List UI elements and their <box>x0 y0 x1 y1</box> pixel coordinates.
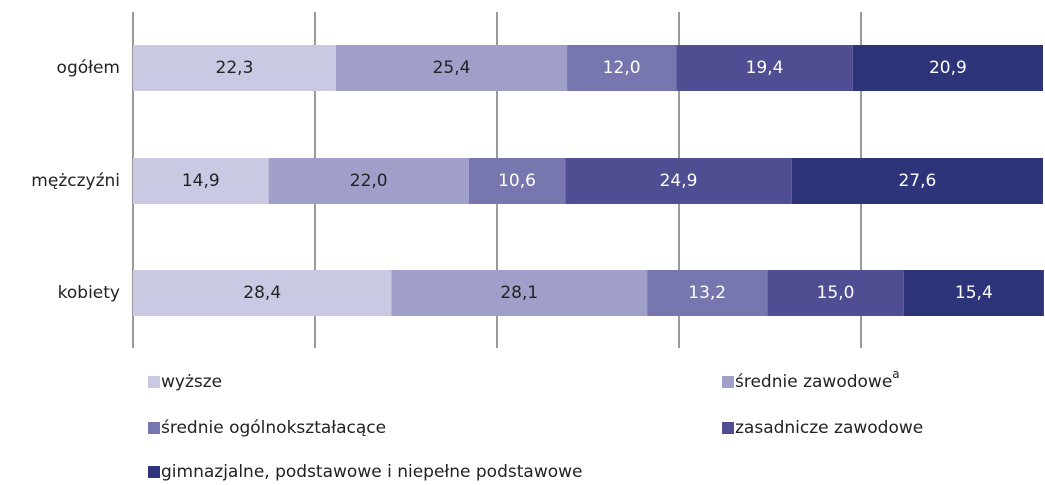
legend-name: średnie ogólnokształacące <box>161 418 386 438</box>
legend-swatch <box>722 422 734 434</box>
value-label: 13,2 <box>688 283 726 303</box>
bar-segment <box>565 158 792 204</box>
legend-superscript: a <box>892 367 899 381</box>
bar-segment <box>852 45 1043 91</box>
value-label: 22,0 <box>350 171 388 191</box>
legend-name: gimnazjalne, podstawowe i niepełne podst… <box>161 462 582 481</box>
legend-label: wyższe <box>161 372 222 392</box>
legend-label: średnie ogólnokształacące <box>161 418 386 438</box>
value-label: 28,4 <box>243 283 281 303</box>
category-label: kobiety <box>58 283 120 303</box>
bar-segment <box>647 270 768 316</box>
value-label: 10,6 <box>498 171 536 191</box>
bar-segment <box>676 45 853 91</box>
bar-segment <box>335 45 568 91</box>
value-label: 27,6 <box>898 171 936 191</box>
legend-label: średnie zawodowea <box>735 367 900 393</box>
bar-segment <box>133 270 392 316</box>
value-label: 14,9 <box>182 171 220 191</box>
value-label: 22,3 <box>216 58 254 78</box>
legend-label: gimnazjalne, podstawowe i niepełne podst… <box>161 462 582 481</box>
value-label: 15,4 <box>955 283 993 303</box>
legend-name: wyższe <box>161 372 222 392</box>
legend-name: zasadnicze zawodowe <box>735 418 923 438</box>
value-label: 19,4 <box>746 58 784 78</box>
bar-segment <box>567 45 677 91</box>
category-label: mężczyźni <box>31 171 120 191</box>
value-label: 15,0 <box>817 283 855 303</box>
bar-segment <box>767 270 904 316</box>
legend-swatch <box>722 376 734 388</box>
legend-swatch <box>148 422 160 434</box>
legend-swatch <box>148 376 160 388</box>
bar-segment <box>391 270 648 316</box>
value-label: 20,9 <box>929 58 967 78</box>
bar-segment <box>133 45 336 91</box>
legend-label: zasadnicze zawodowe <box>735 418 923 438</box>
value-label: 12,0 <box>603 58 641 78</box>
bar-segment <box>791 158 1043 204</box>
legend-name: średnie zawodowe <box>735 372 892 392</box>
category-label: ogółem <box>57 58 120 78</box>
bar-segment <box>133 158 269 204</box>
value-label: 24,9 <box>660 171 698 191</box>
legend-swatch <box>148 466 160 478</box>
bar-segment <box>903 270 1044 316</box>
bar-segment <box>468 158 566 204</box>
bar-segment <box>268 158 469 204</box>
value-label: 25,4 <box>433 58 471 78</box>
value-label: 28,1 <box>500 283 538 303</box>
